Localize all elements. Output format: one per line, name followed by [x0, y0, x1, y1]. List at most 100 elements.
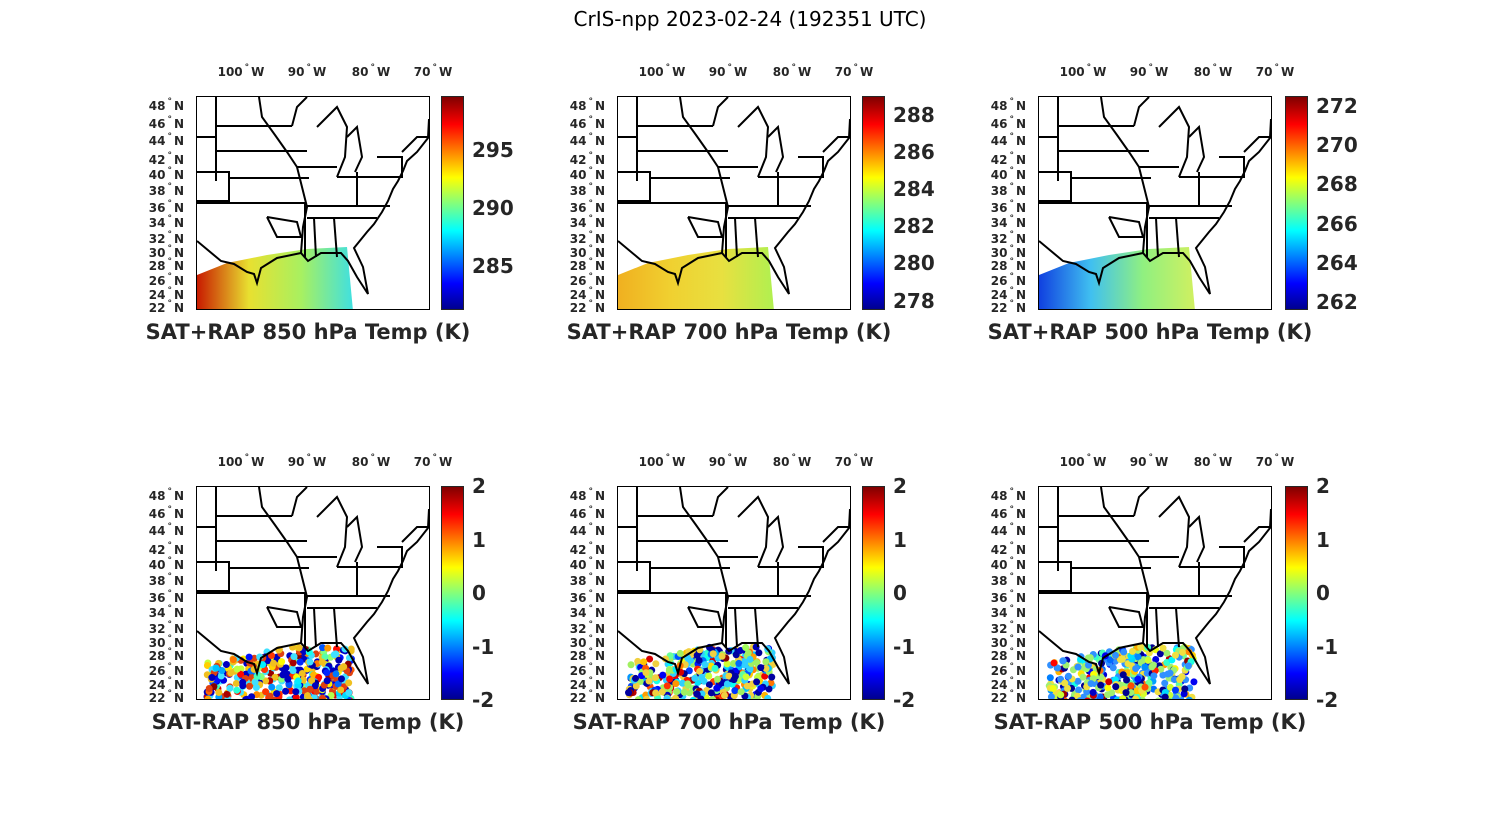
lat-degree: 30: [569, 636, 587, 650]
degree-symbol: °: [588, 166, 593, 176]
degree-symbol: °: [588, 634, 593, 644]
degree-symbol: °: [167, 589, 172, 599]
colorbar-tick-label: 0: [472, 581, 486, 605]
lat-label: 26 ° N: [966, 272, 1026, 288]
state-boundary: [734, 217, 738, 258]
observation-dot: [279, 671, 287, 679]
degree-symbol: °: [1009, 230, 1014, 240]
lat-degree: 28: [148, 649, 166, 663]
observation-dot: [632, 682, 640, 690]
degree-symbol: °: [588, 299, 593, 309]
observation-dot: [634, 696, 642, 699]
lon-label: 70 ° W: [1256, 63, 1294, 79]
state-boundary: [316, 105, 349, 178]
degree-symbol: °: [167, 151, 172, 161]
degree-symbol: °: [167, 572, 172, 582]
lat-hemisphere: N: [594, 622, 605, 636]
observation-dot: [742, 673, 750, 681]
lat-label: 44 ° N: [545, 132, 605, 148]
degree-symbol: °: [167, 299, 172, 309]
lat-hemisphere: N: [173, 691, 184, 705]
degree-symbol: °: [167, 214, 172, 224]
lat-label: 24 ° N: [966, 676, 1026, 692]
observation-dot: [1061, 679, 1069, 687]
state-boundary: [767, 124, 785, 173]
lon-hemisphere: W: [1218, 455, 1233, 469]
lat-label: 40 ° N: [966, 556, 1026, 572]
observation-dot: [1186, 696, 1193, 699]
state-boundary: [687, 606, 724, 628]
degree-symbol: °: [1009, 604, 1014, 614]
degree-symbol: °: [167, 620, 172, 630]
degree-symbol: °: [588, 230, 593, 240]
state-boundary: [377, 546, 403, 568]
degree-symbol: °: [1009, 676, 1014, 686]
degree-symbol: °: [588, 541, 593, 551]
lat-label: 40 ° N: [545, 556, 605, 572]
lat-label: 22 ° N: [966, 299, 1026, 315]
observation-dot: [1123, 676, 1131, 684]
lat-degree: 36: [990, 591, 1008, 605]
observation-dot: [755, 649, 763, 657]
lat-degree: 24: [990, 288, 1008, 302]
observation-dot: [273, 690, 281, 698]
observation-dot: [318, 694, 326, 699]
colorbar-tick-label: 2: [893, 474, 907, 498]
lat-degree: 42: [148, 543, 166, 557]
observation-dot: [765, 685, 773, 693]
lat-label: 36 ° N: [966, 589, 1026, 605]
degree-symbol: °: [588, 151, 593, 161]
map-canvas: [618, 97, 850, 309]
lat-hemisphere: N: [173, 558, 184, 572]
lon-label: 80 ° W: [1194, 63, 1232, 79]
lat-label: 40 ° N: [124, 556, 184, 572]
lon-degree: 100: [217, 455, 243, 469]
lat-label: 34 ° N: [545, 214, 605, 230]
lat-hemisphere: N: [594, 288, 605, 302]
observation-dot: [725, 672, 733, 680]
lat-label: 24 ° N: [124, 286, 184, 302]
lat-hemisphere: N: [173, 507, 184, 521]
lat-hemisphere: N: [1015, 664, 1026, 678]
lat-hemisphere: N: [173, 489, 184, 503]
observation-dot: [239, 682, 247, 690]
degree-symbol: °: [167, 647, 172, 657]
lat-label: 36 ° N: [124, 589, 184, 605]
degree-symbol: °: [1009, 522, 1014, 532]
colorbar-tick-label: 290: [472, 195, 514, 220]
observation-dot: [337, 675, 345, 683]
observation-dot: [253, 673, 261, 681]
colorbar-tick-label: 270: [1316, 133, 1358, 158]
lat-label: 36 ° N: [124, 199, 184, 215]
lat-label: 36 ° N: [966, 199, 1026, 215]
lat-label: 26 ° N: [545, 272, 605, 288]
lat-hemisphere: N: [173, 636, 184, 650]
lat-label: 26 ° N: [124, 662, 184, 678]
lat-degree: 36: [569, 591, 587, 605]
observation-dot: [334, 680, 342, 688]
lat-hemisphere: N: [594, 201, 605, 215]
lon-label: 90 ° W: [288, 63, 326, 79]
observation-dot: [1050, 659, 1058, 667]
observation-dot: [764, 694, 772, 699]
colorbar: [862, 486, 885, 700]
colorbar: [441, 486, 464, 700]
lon-label: 80 ° W: [1194, 453, 1233, 469]
lat-degree: 44: [148, 134, 166, 148]
lat-degree: 44: [990, 134, 1008, 148]
lat-hemisphere: N: [173, 606, 184, 620]
state-boundary: [346, 514, 364, 563]
degree-symbol: °: [1009, 286, 1014, 296]
observation-dot: [1129, 647, 1137, 655]
lat-hemisphere: N: [594, 259, 605, 273]
observation-dot: [290, 653, 298, 661]
observation-dot: [663, 695, 671, 699]
state-boundary: [1243, 136, 1271, 153]
lat-hemisphere: N: [1015, 636, 1026, 650]
observation-dot: [742, 644, 750, 652]
degree-symbol: °: [1009, 115, 1014, 125]
observation-dot: [720, 691, 728, 699]
map-axes-1: [196, 96, 430, 310]
lat-label: 22 ° N: [966, 689, 1026, 705]
lat-hemisphere: N: [1015, 274, 1026, 288]
